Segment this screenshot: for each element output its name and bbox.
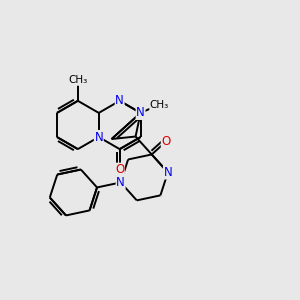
Text: CH₃: CH₃ bbox=[68, 75, 88, 85]
Text: N: N bbox=[116, 176, 125, 189]
Text: N: N bbox=[136, 106, 145, 119]
Text: O: O bbox=[161, 135, 171, 148]
Text: N: N bbox=[94, 130, 103, 143]
Text: N: N bbox=[164, 166, 172, 179]
Text: O: O bbox=[115, 163, 124, 176]
Text: N: N bbox=[115, 94, 124, 107]
Text: CH₃: CH₃ bbox=[150, 100, 169, 110]
